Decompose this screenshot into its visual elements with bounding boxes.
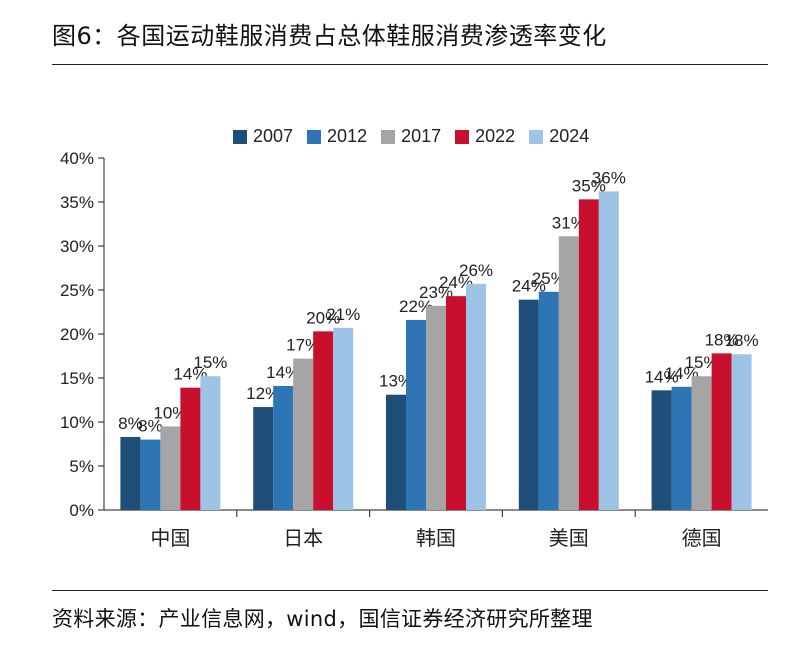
bar-2022 — [180, 387, 201, 510]
data-label: 10% — [153, 403, 187, 422]
chart-legend: 2007 2012 2017 2022 2024 — [233, 126, 603, 147]
y-tick-label: 35% — [60, 193, 94, 212]
data-label: 13% — [379, 372, 413, 391]
legend-label: 2012 — [327, 126, 368, 146]
data-label: 36% — [592, 168, 626, 187]
x-tick-label: 美国 — [549, 526, 589, 550]
y-tick-label: 10% — [60, 413, 94, 432]
data-label: 14% — [173, 365, 207, 384]
data-label: 23% — [419, 283, 453, 302]
x-tick-label: 中国 — [150, 526, 190, 550]
data-label: 31% — [552, 213, 586, 232]
legend-label: 2017 — [401, 126, 442, 146]
data-label: 20% — [306, 308, 340, 327]
legend-item-2007: 2007 — [233, 126, 293, 147]
data-label: 15% — [685, 353, 719, 372]
data-label: 17% — [286, 336, 320, 355]
legend-label: 2024 — [549, 126, 590, 146]
legend-swatch — [529, 129, 544, 144]
legend-item-2017: 2017 — [381, 126, 441, 147]
x-tick-label: 日本 — [283, 526, 323, 550]
bar-2007 — [651, 390, 672, 510]
y-tick-label: 30% — [60, 237, 94, 256]
data-label: 8% — [138, 417, 163, 436]
bar-2022 — [446, 296, 466, 510]
legend-label: 2022 — [475, 126, 516, 146]
bar-2012 — [140, 439, 161, 510]
bar-2022 — [711, 353, 732, 510]
legend-item-2024: 2024 — [529, 126, 589, 147]
legend-label: 2007 — [253, 126, 294, 146]
y-tick-label: 25% — [60, 281, 94, 300]
bar-2022 — [578, 199, 599, 511]
figure-title: 图6：各国运动鞋服消费占总体鞋服消费渗透率变化 — [52, 22, 607, 50]
data-label: 12% — [246, 384, 280, 403]
bar-2017 — [293, 358, 314, 510]
data-label: 21% — [326, 305, 360, 324]
y-tick-label: 15% — [60, 369, 94, 388]
bar-2007 — [386, 394, 406, 510]
data-label: 26% — [459, 261, 493, 280]
bar-2024 — [200, 376, 221, 510]
source-divider — [52, 590, 768, 591]
legend-swatch — [233, 129, 247, 144]
bar-2017 — [160, 426, 181, 510]
data-label: 18% — [725, 331, 759, 350]
bar-2024 — [731, 354, 752, 510]
legend-item-2012: 2012 — [307, 126, 367, 147]
data-label: 25% — [532, 269, 566, 288]
bar-2012 — [671, 386, 692, 510]
bar-2024 — [466, 283, 486, 510]
bar-2017 — [426, 305, 446, 510]
bar-2022 — [313, 331, 334, 510]
bar-2024 — [598, 191, 619, 510]
source-note: 资料来源：产业信息网，wind，国信证券经济研究所整理 — [52, 607, 593, 631]
bar-2007 — [120, 436, 141, 510]
data-label: 24% — [439, 273, 473, 292]
bar-2007 — [518, 299, 539, 510]
data-label: 8% — [118, 414, 143, 433]
legend-swatch — [307, 129, 322, 144]
bar-2012 — [406, 319, 426, 510]
x-tick-label: 韩国 — [416, 526, 456, 550]
bar-2007 — [253, 407, 274, 510]
bar-2012 — [273, 385, 294, 510]
data-label: 18% — [705, 330, 739, 349]
data-label: 35% — [572, 176, 606, 195]
legend-item-2022: 2022 — [455, 126, 515, 147]
data-label: 22% — [399, 297, 433, 316]
legend-swatch — [455, 129, 470, 144]
legend-swatch — [381, 129, 396, 144]
y-tick-label: 5% — [69, 457, 94, 476]
data-label: 15% — [193, 353, 227, 372]
data-label: 14% — [266, 363, 300, 382]
y-tick-label: 40% — [60, 149, 94, 168]
bar-2017 — [558, 236, 579, 510]
data-label: 24% — [512, 277, 546, 296]
y-tick-label: 20% — [60, 325, 94, 344]
bar-2024 — [333, 327, 354, 510]
bar-2017 — [691, 376, 712, 510]
x-tick-label: 德国 — [682, 526, 722, 550]
title-divider — [52, 64, 768, 65]
data-label: 14% — [645, 367, 679, 386]
data-label: 14% — [665, 364, 699, 383]
bar-2012 — [538, 291, 559, 510]
y-tick-label: 0% — [69, 501, 94, 520]
